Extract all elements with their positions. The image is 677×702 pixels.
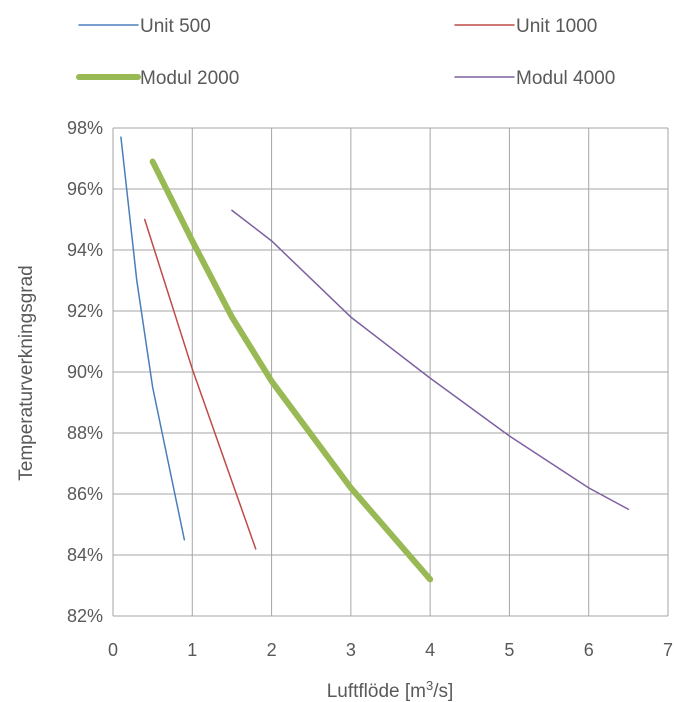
grid bbox=[113, 128, 668, 616]
series-line-2 bbox=[145, 220, 256, 549]
y-tick-label: 98% bbox=[67, 118, 103, 138]
series-lines bbox=[121, 137, 628, 579]
x-axis-label: Luftflöde [m3/s] bbox=[327, 678, 454, 702]
y-tick-label: 90% bbox=[67, 362, 103, 382]
series-line-3 bbox=[153, 162, 431, 580]
x-tick-label: 2 bbox=[267, 640, 277, 660]
x-tick-label: 0 bbox=[108, 640, 118, 660]
y-tick-label: 88% bbox=[67, 423, 103, 443]
y-tick-label: 92% bbox=[67, 301, 103, 321]
legend-label-2: Unit 1000 bbox=[516, 16, 597, 37]
y-axis-label: Temperaturverkningsgrad bbox=[16, 265, 37, 480]
legend-label-1: Unit 500 bbox=[140, 16, 211, 37]
x-axis-label-sup: 3 bbox=[426, 678, 433, 693]
y-tick-label: 86% bbox=[67, 484, 103, 504]
x-tick-label: 7 bbox=[663, 640, 673, 660]
series-line-1 bbox=[121, 137, 184, 540]
x-tick-labels: 0 1 2 3 4 5 6 7 bbox=[108, 640, 673, 660]
y-tick-label: 94% bbox=[67, 240, 103, 260]
x-axis-label-tail: /s] bbox=[433, 681, 453, 702]
x-tick-label: 5 bbox=[504, 640, 514, 660]
x-axis-label-text: Luftflöde [m bbox=[327, 681, 426, 702]
x-tick-label: 1 bbox=[187, 640, 197, 660]
y-tick-label: 96% bbox=[67, 179, 103, 199]
legend-label-4: Modul 4000 bbox=[516, 68, 615, 89]
legend-label-3: Modul 2000 bbox=[140, 68, 239, 89]
legend: Unit 500 Unit 1000 Modul 2000 Modul 4000 bbox=[79, 16, 615, 89]
x-tick-label: 6 bbox=[584, 640, 594, 660]
y-tick-labels: 82% 84% 86% 88% 90% 92% 94% 96% 98% bbox=[67, 118, 103, 626]
y-tick-label: 82% bbox=[67, 606, 103, 626]
x-tick-label: 3 bbox=[346, 640, 356, 660]
x-tick-label: 4 bbox=[425, 640, 435, 660]
y-tick-label: 84% bbox=[67, 545, 103, 565]
